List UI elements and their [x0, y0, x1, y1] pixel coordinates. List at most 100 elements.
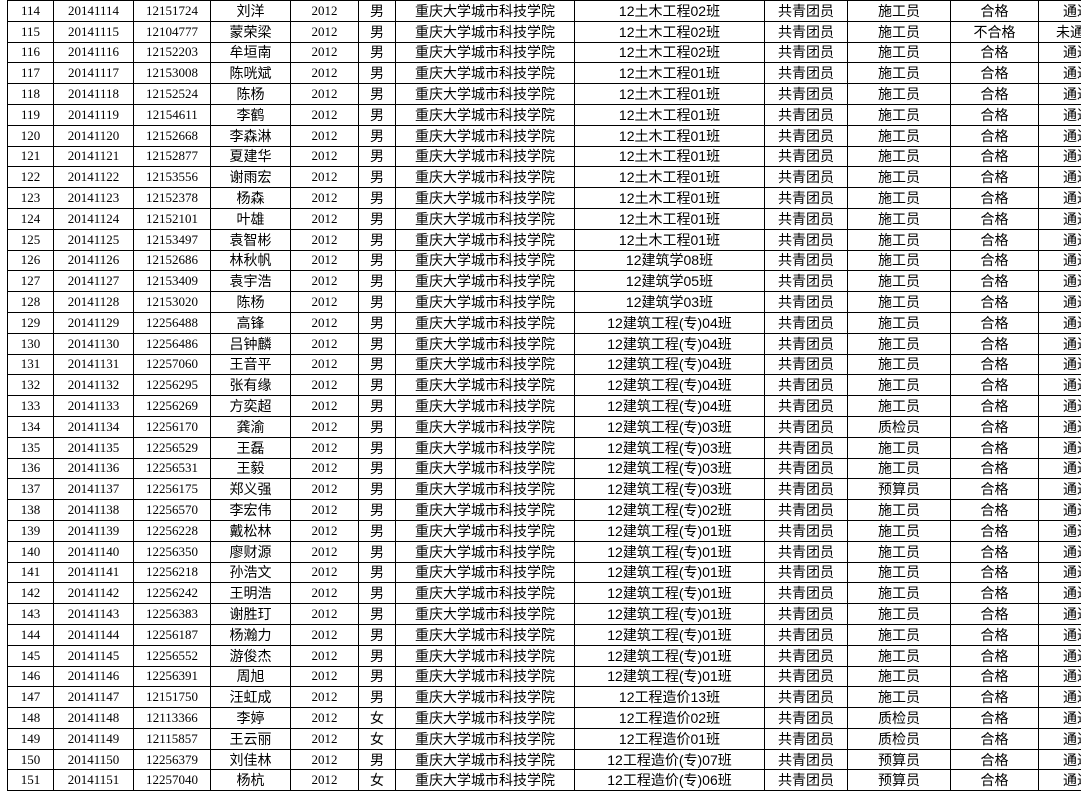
cell-pass-status: 通过 — [1039, 229, 1081, 250]
cell-enrollment-year: 2012 — [291, 63, 359, 84]
cell-student-name: 刘洋 — [211, 1, 291, 22]
cell-exam-number: 20141131 — [54, 354, 134, 375]
cell-sequence-number: 151 — [8, 770, 54, 791]
cell-political-status: 共青团员 — [765, 250, 848, 271]
cell-student-name: 戴松林 — [211, 520, 291, 541]
cell-gender: 男 — [359, 666, 396, 687]
cell-class-name: 12建筑工程(专)01班 — [575, 541, 765, 562]
cell-gender: 男 — [359, 687, 396, 708]
cell-school-name: 重庆大学城市科技学院 — [396, 125, 575, 146]
cell-student-id: 12256269 — [134, 396, 211, 417]
cell-school-name: 重庆大学城市科技学院 — [396, 396, 575, 417]
cell-grade-result: 合格 — [951, 1, 1039, 22]
cell-sequence-number: 128 — [8, 292, 54, 313]
cell-class-name: 12土木工程01班 — [575, 208, 765, 229]
cell-school-name: 重庆大学城市科技学院 — [396, 666, 575, 687]
cell-class-name: 12建筑工程(专)01班 — [575, 666, 765, 687]
cell-class-name: 12工程造价13班 — [575, 687, 765, 708]
cell-political-status: 共青团员 — [765, 666, 848, 687]
cell-student-id: 12256187 — [134, 624, 211, 645]
cell-political-status: 共青团员 — [765, 749, 848, 770]
cell-sequence-number: 129 — [8, 312, 54, 333]
cell-student-id: 12115857 — [134, 728, 211, 749]
cell-political-status: 共青团员 — [765, 125, 848, 146]
cell-job-title: 施工员 — [848, 604, 951, 625]
cell-gender: 男 — [359, 146, 396, 167]
cell-grade-result: 合格 — [951, 687, 1039, 708]
cell-enrollment-year: 2012 — [291, 208, 359, 229]
cell-exam-number: 20141137 — [54, 479, 134, 500]
cell-enrollment-year: 2012 — [291, 416, 359, 437]
cell-student-name: 陈杨 — [211, 292, 291, 313]
cell-job-title: 质检员 — [848, 728, 951, 749]
cell-exam-number: 20141132 — [54, 375, 134, 396]
cell-gender: 男 — [359, 104, 396, 125]
cell-political-status: 共青团员 — [765, 728, 848, 749]
cell-pass-status: 通过 — [1039, 541, 1081, 562]
cell-student-name: 王毅 — [211, 458, 291, 479]
cell-enrollment-year: 2012 — [291, 500, 359, 521]
cell-pass-status: 通过 — [1039, 188, 1081, 209]
cell-gender: 男 — [359, 354, 396, 375]
cell-enrollment-year: 2012 — [291, 250, 359, 271]
cell-student-name: 杨瀚力 — [211, 624, 291, 645]
cell-school-name: 重庆大学城市科技学院 — [396, 624, 575, 645]
cell-class-name: 12建筑学05班 — [575, 271, 765, 292]
cell-pass-status: 通过 — [1039, 312, 1081, 333]
cell-grade-result: 不合格 — [951, 21, 1039, 42]
cell-political-status: 共青团员 — [765, 208, 848, 229]
cell-political-status: 共青团员 — [765, 624, 848, 645]
cell-pass-status: 通过 — [1039, 479, 1081, 500]
cell-pass-status: 通过 — [1039, 63, 1081, 84]
cell-pass-status: 通过 — [1039, 1, 1081, 22]
cell-pass-status: 通过 — [1039, 437, 1081, 458]
cell-student-name: 谢雨宏 — [211, 167, 291, 188]
cell-class-name: 12土木工程01班 — [575, 125, 765, 146]
cell-job-title: 施工员 — [848, 125, 951, 146]
cell-exam-number: 20141118 — [54, 84, 134, 105]
cell-exam-number: 20141119 — [54, 104, 134, 125]
cell-job-title: 施工员 — [848, 104, 951, 125]
cell-exam-number: 20141141 — [54, 562, 134, 583]
cell-job-title: 施工员 — [848, 208, 951, 229]
cell-student-name: 蒙荣梁 — [211, 21, 291, 42]
cell-sequence-number: 114 — [8, 1, 54, 22]
cell-exam-number: 20141143 — [54, 604, 134, 625]
cell-enrollment-year: 2012 — [291, 520, 359, 541]
cell-job-title: 施工员 — [848, 312, 951, 333]
cell-student-id: 12153008 — [134, 63, 211, 84]
cell-political-status: 共青团员 — [765, 562, 848, 583]
cell-school-name: 重庆大学城市科技学院 — [396, 21, 575, 42]
cell-political-status: 共青团员 — [765, 1, 848, 22]
cell-class-name: 12土木工程01班 — [575, 167, 765, 188]
cell-enrollment-year: 2012 — [291, 624, 359, 645]
cell-sequence-number: 150 — [8, 749, 54, 770]
cell-political-status: 共青团员 — [765, 271, 848, 292]
cell-school-name: 重庆大学城市科技学院 — [396, 188, 575, 209]
cell-job-title: 施工员 — [848, 458, 951, 479]
cell-class-name: 12建筑学03班 — [575, 292, 765, 313]
cell-exam-number: 20141126 — [54, 250, 134, 271]
cell-gender: 男 — [359, 63, 396, 84]
cell-student-name: 袁宇浩 — [211, 271, 291, 292]
cell-grade-result: 合格 — [951, 125, 1039, 146]
cell-political-status: 共青团员 — [765, 188, 848, 209]
cell-sequence-number: 118 — [8, 84, 54, 105]
cell-student-id: 12256383 — [134, 604, 211, 625]
cell-gender: 男 — [359, 271, 396, 292]
cell-grade-result: 合格 — [951, 312, 1039, 333]
cell-sequence-number: 122 — [8, 167, 54, 188]
cell-gender: 男 — [359, 333, 396, 354]
cell-student-id: 12256350 — [134, 541, 211, 562]
